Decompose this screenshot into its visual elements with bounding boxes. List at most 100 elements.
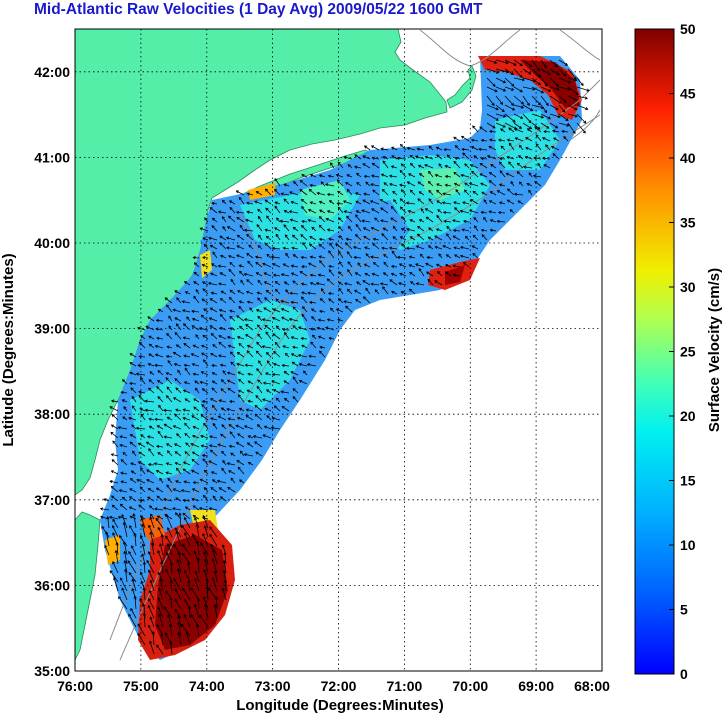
velocity-arrow (504, 122, 517, 130)
velocity-arrowhead (139, 341, 143, 345)
velocity-arrowhead (326, 228, 331, 232)
velocity-arrow (201, 298, 209, 304)
velocity-arrow (301, 174, 308, 178)
velocity-arrow (420, 254, 425, 259)
velocity-arrowhead (538, 74, 542, 78)
velocity-arrow (283, 198, 290, 205)
velocity-arrow (210, 449, 218, 457)
velocity-arrow (381, 173, 389, 178)
velocity-arrowhead (138, 354, 142, 359)
velocity-arrowhead (157, 370, 161, 374)
velocity-arrow (380, 207, 389, 214)
velocity-arrow (148, 569, 155, 583)
velocity-arrowhead (111, 524, 115, 529)
velocity-arrowhead (192, 434, 196, 438)
velocity-arrowhead (181, 300, 185, 304)
colorbar-gradient (634, 28, 675, 675)
velocity-arrow (531, 86, 544, 94)
velocity-arrow (257, 209, 263, 214)
velocity-arrowhead (299, 270, 303, 274)
velocity-arrow (504, 77, 515, 87)
velocity-arrowhead (280, 299, 284, 303)
velocity-arrow (158, 597, 164, 610)
velocity-arrow (236, 460, 245, 466)
velocity-arrow (169, 624, 173, 637)
velocity-arrow (318, 274, 326, 277)
velocity-arrow (513, 86, 523, 93)
velocity-arrow (202, 257, 209, 259)
velocity-arrowhead (192, 480, 196, 485)
velocity-arrowhead (382, 156, 386, 160)
velocity-arrow (338, 288, 344, 295)
velocity-arrowhead (563, 136, 567, 140)
velocity-arrowhead (176, 558, 180, 563)
velocity-arrowhead (392, 190, 396, 194)
velocity-arrow (392, 226, 398, 232)
velocity-arrowhead (309, 255, 313, 259)
velocity-arrowhead (452, 228, 457, 233)
velocity-arrowhead (181, 623, 184, 627)
velocity-arrowhead (573, 76, 577, 80)
velocity-arrow (309, 189, 317, 196)
velocity-arrowhead (128, 571, 132, 576)
velocity-arrowhead (128, 416, 132, 420)
velocity-arrowhead (239, 224, 243, 228)
velocity-arrow (184, 398, 191, 403)
velocity-arrowhead (426, 255, 430, 260)
velocity-arrow (193, 296, 200, 304)
velocity-arrow (397, 157, 407, 160)
velocity-arrow (513, 59, 523, 66)
velocity-arrow (148, 448, 155, 457)
velocity-arrowhead (370, 183, 374, 187)
velocity-arrowhead (227, 486, 231, 490)
velocity-arrow (209, 436, 218, 439)
velocity-arrow (326, 218, 335, 223)
velocity-arrowhead (521, 78, 525, 82)
velocity-arrowhead (343, 210, 347, 214)
velocity-arrowhead (437, 209, 441, 213)
velocity-arrow (191, 353, 200, 358)
velocity-arrowhead (460, 245, 464, 250)
velocity-arrow (155, 354, 164, 358)
velocity-arrow (109, 570, 119, 583)
velocity-arrowhead (117, 515, 121, 519)
velocity-arrowhead (129, 371, 133, 375)
velocity-arrowhead (244, 363, 248, 367)
velocity-arrowhead (472, 125, 476, 129)
velocity-arrow (337, 179, 344, 187)
velocity-arrowhead (155, 318, 159, 323)
velocity-arrowhead (240, 279, 244, 283)
velocity-arrowhead (355, 223, 359, 228)
velocity-arrow (209, 325, 218, 331)
velocity-arrow (137, 623, 146, 637)
velocity-arrow (266, 235, 272, 241)
velocity-arrowhead (149, 516, 153, 520)
velocity-arrowhead (202, 281, 206, 285)
velocity-arrowhead (111, 399, 115, 403)
velocity-arrow (148, 605, 155, 619)
velocity-arrowhead (514, 137, 518, 141)
velocity-arrow (178, 632, 182, 646)
velocity-arrowhead (309, 201, 313, 205)
velocity-arrow (472, 125, 479, 133)
velocity-arrowhead (211, 363, 215, 368)
velocity-arrowhead (235, 424, 239, 428)
velocity-arrow (399, 184, 407, 187)
velocity-arrow (328, 175, 335, 178)
velocity-arrowhead (508, 127, 512, 131)
velocity-arrowhead (174, 598, 178, 602)
velocity-arrowhead (534, 181, 538, 185)
velocity-arrow (146, 560, 155, 574)
velocity-arrow (184, 281, 191, 286)
velocity-arrowhead (227, 387, 231, 391)
velocity-arrow (576, 86, 590, 92)
velocity-arrow (400, 144, 407, 151)
velocity-arrowhead (166, 542, 170, 547)
velocity-arrow (445, 165, 452, 169)
velocity-arrowhead (585, 107, 589, 111)
velocity-arrowhead (338, 235, 343, 239)
velocity-arrowhead (165, 513, 169, 518)
velocity-arrow (338, 251, 344, 259)
velocity-arrow (239, 407, 245, 412)
velocity-arrow (217, 480, 227, 484)
